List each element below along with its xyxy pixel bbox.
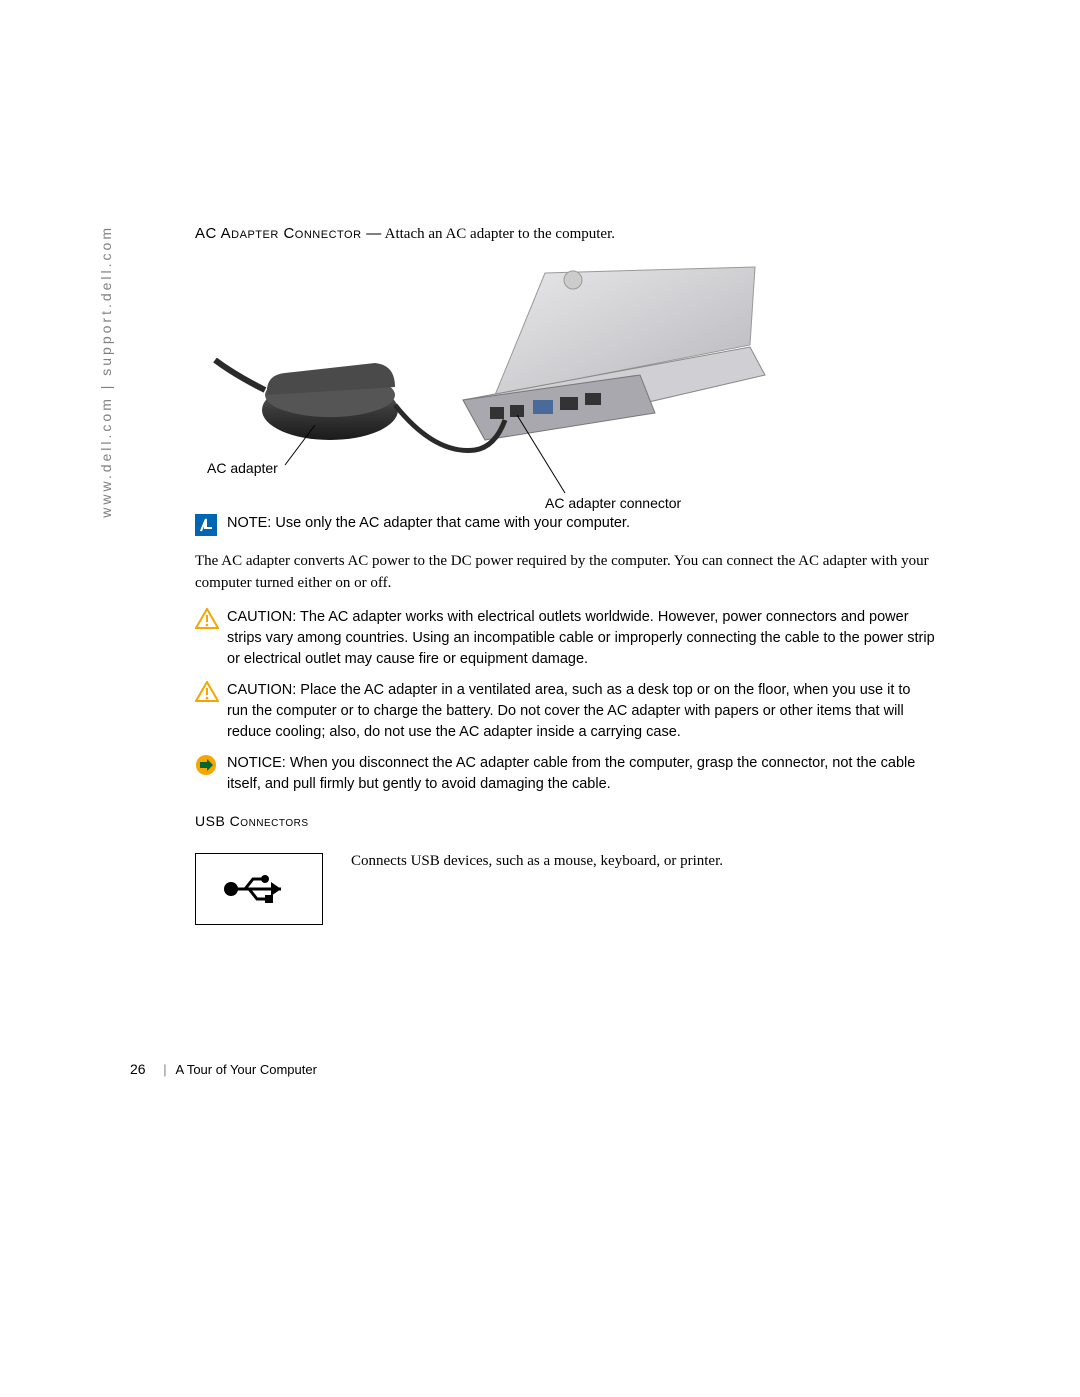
illustration-svg <box>195 255 795 505</box>
notice-block: NOTICE: When you disconnect the AC adapt… <box>195 753 935 795</box>
main-content: AC Adapter Connector — Attach an AC adap… <box>195 225 935 925</box>
notice-label: NOTICE: <box>227 755 286 771</box>
footer-separator: | <box>163 1062 166 1077</box>
page-number: 26 <box>130 1061 146 1077</box>
caution2-block: CAUTION: Place the AC adapter in a venti… <box>195 680 935 743</box>
note-label: NOTE: <box>227 515 271 531</box>
caution1-block: CAUTION: The AC adapter works with elect… <box>195 607 935 670</box>
caution-icon <box>195 608 219 635</box>
caution1-body: The AC adapter works with electrical out… <box>227 609 935 667</box>
sidebar-url: www.dell.com | support.dell.com <box>98 225 114 518</box>
usb-row: Connects USB devices, such as a mouse, k… <box>195 853 935 925</box>
caution2-text-wrap: CAUTION: Place the AC adapter in a venti… <box>227 680 935 743</box>
body-paragraph-1: The AC adapter converts AC power to the … <box>195 551 935 595</box>
heading-text: Attach an AC adapter to the computer. <box>382 226 615 242</box>
note-icon <box>195 514 219 541</box>
usb-heading: USB Connectors <box>195 813 935 829</box>
caution-icon <box>195 681 219 708</box>
caution2-body: Place the AC adapter in a ventilated are… <box>227 682 911 740</box>
notice-text-wrap: NOTICE: When you disconnect the AC adapt… <box>227 753 935 795</box>
caution1-text-wrap: CAUTION: The AC adapter works with elect… <box>227 607 935 670</box>
caution2-label: CAUTION: <box>227 682 296 698</box>
section-heading: AC Adapter Connector — Attach an AC adap… <box>195 225 935 243</box>
notice-body: When you disconnect the AC adapter cable… <box>227 755 915 792</box>
note-text-wrap: NOTE: Use only the AC adapter that came … <box>227 513 630 534</box>
adapter-illustration: AC adapter AC adapter connector <box>195 255 795 505</box>
usb-icon <box>195 853 323 925</box>
heading-caps: AC Adapter Connector — <box>195 225 382 242</box>
note-body: Use only the AC adapter that came with y… <box>271 515 630 531</box>
caution1-label: CAUTION: <box>227 609 296 625</box>
footer-title: A Tour of Your Computer <box>176 1062 317 1077</box>
usb-description: Connects USB devices, such as a mouse, k… <box>351 853 723 870</box>
label-ac-connector: AC adapter connector <box>545 495 681 511</box>
label-ac-adapter: AC adapter <box>207 460 278 476</box>
notice-icon <box>195 754 219 781</box>
note-block: NOTE: Use only the AC adapter that came … <box>195 513 935 541</box>
page-footer: 26 | A Tour of Your Computer <box>130 1061 317 1077</box>
